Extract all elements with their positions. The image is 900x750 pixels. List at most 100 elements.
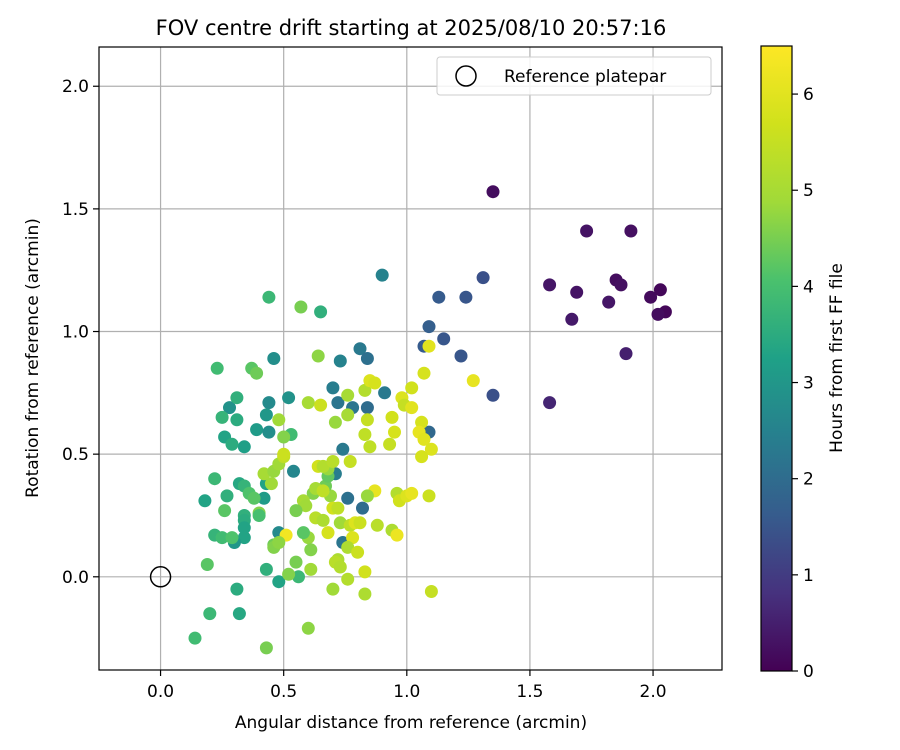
colorbar-tick-label: 1	[803, 566, 814, 586]
reference-platepar-marker	[149, 566, 172, 588]
scatter-point	[624, 224, 638, 238]
scatter-point	[358, 565, 372, 579]
scatter-point	[360, 352, 374, 365]
scatter-point	[543, 278, 557, 292]
legend-box: Reference platepar	[436, 56, 712, 96]
scatter-point	[230, 391, 244, 405]
x-tick-label: 1.0	[393, 682, 420, 702]
scatter-point	[331, 396, 345, 410]
scatter-point	[437, 332, 451, 346]
scatter-point	[262, 290, 276, 304]
scatter-point	[326, 381, 340, 395]
scatter-point	[415, 450, 429, 464]
scatter-point	[277, 430, 291, 444]
scatter-point	[375, 268, 389, 282]
scatter-point	[619, 347, 633, 361]
scatter-point	[252, 509, 266, 522]
scatter-point	[580, 224, 594, 238]
scatter-points	[188, 185, 672, 655]
scatter-point	[237, 440, 251, 454]
scatter-point	[188, 631, 202, 645]
colorbar-tick-label: 4	[803, 277, 814, 297]
scatter-point	[314, 305, 328, 319]
scatter-point	[424, 442, 438, 456]
colorbar	[760, 45, 793, 672]
scatter-point	[277, 447, 291, 461]
scatter-point	[304, 543, 318, 557]
x-tick-label: 0.5	[270, 682, 297, 702]
legend-marker-icon	[455, 65, 477, 87]
scatter-point	[353, 516, 367, 530]
scatter-point	[328, 415, 342, 429]
scatter-point	[378, 386, 392, 400]
scatter-point	[218, 504, 232, 518]
y-tick-label: 1.0	[62, 323, 89, 343]
chart-title: FOV centre drift starting at 2025/08/10 …	[156, 16, 667, 40]
scatter-point	[417, 366, 431, 380]
scatter-point	[259, 641, 273, 655]
scatter-point	[653, 283, 667, 297]
scatter-point	[237, 531, 251, 545]
scatter-point	[259, 562, 273, 576]
scatter-point	[343, 455, 357, 468]
scatter-point	[215, 410, 229, 424]
scatter-point	[360, 413, 374, 427]
plot-frame	[98, 46, 723, 671]
scatter-point	[314, 398, 328, 412]
scatter-point	[272, 575, 286, 589]
colorbar-label: Hours from first FF file	[827, 263, 847, 453]
scatter-point	[230, 582, 244, 596]
scatter-point	[262, 396, 276, 410]
scatter-point	[326, 582, 340, 596]
scatter-point	[570, 285, 584, 299]
y-tick-label: 0.5	[62, 445, 89, 465]
scatter-point	[336, 442, 350, 456]
scatter-point	[267, 352, 281, 365]
scatter-point	[358, 587, 372, 601]
scatter-point	[316, 484, 330, 498]
scatter-point	[424, 585, 438, 598]
x-axis-ticks: 0.0 0.5 1.0 1.5 2.0	[147, 670, 667, 702]
scatter-point	[415, 415, 429, 429]
scatter-point	[422, 489, 436, 503]
scatter-point	[257, 491, 271, 505]
scatter-point	[200, 558, 214, 571]
scatter-point	[422, 339, 436, 353]
scatter-point	[287, 464, 300, 478]
scatter-point	[262, 425, 276, 439]
scatter-point	[390, 528, 404, 542]
scatter-point	[422, 320, 436, 334]
scatter-point	[383, 437, 397, 451]
scatter-point	[360, 401, 374, 415]
scatter-point	[301, 621, 315, 635]
scatter-point	[321, 526, 335, 540]
scatter-point	[296, 526, 310, 540]
y-tick-label: 2.0	[62, 77, 89, 97]
scatter-point	[250, 366, 264, 380]
y-axis-ticks: 0.0 0.5 1.0 1.5 2.0	[62, 77, 99, 588]
y-tick-label: 1.5	[62, 200, 89, 220]
scatter-point	[208, 472, 222, 486]
legend-label: Reference platepar	[504, 67, 666, 87]
colorbar-tick-label: 2	[803, 470, 814, 490]
scatter-point	[459, 290, 473, 304]
scatter-point	[220, 489, 234, 503]
scatter-point	[358, 383, 372, 397]
colorbar-tick-label: 3	[803, 374, 814, 394]
scatter-point	[225, 437, 239, 451]
scatter-point	[353, 342, 367, 356]
scatter-point	[250, 423, 264, 437]
scatter-point	[351, 545, 365, 559]
scatter-point	[237, 521, 251, 535]
scatter-point	[341, 388, 355, 402]
scatter-point	[466, 374, 480, 388]
scatter-point	[405, 381, 419, 395]
scatter-point	[405, 486, 419, 500]
scatter-point	[299, 499, 313, 513]
scatter-point	[259, 408, 273, 422]
colorbar-tick-label: 6	[803, 85, 814, 105]
scatter-point	[316, 513, 330, 527]
y-tick-label: 0.0	[62, 568, 89, 588]
scatter-point	[294, 300, 308, 314]
scatter-point	[454, 349, 468, 363]
